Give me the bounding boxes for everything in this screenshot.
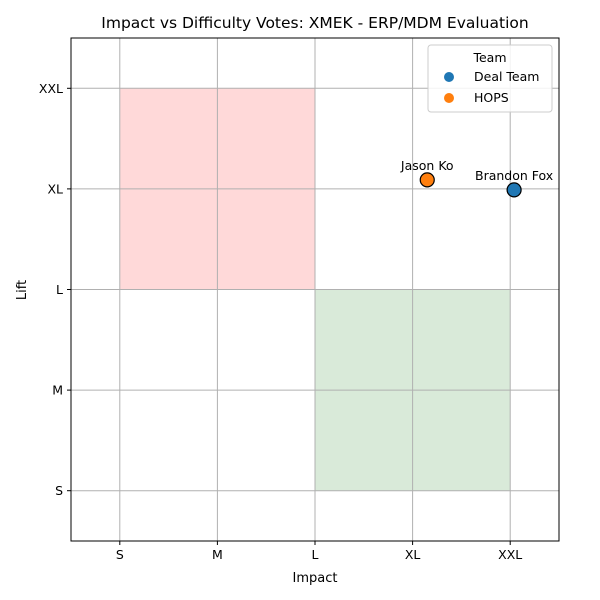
y-tick-label: M: [52, 383, 63, 398]
legend-label-hops: HOPS: [474, 90, 509, 105]
y-tick-label: S: [55, 483, 63, 498]
data-points: Jason Ko Brandon Fox: [400, 158, 553, 198]
legend: Team Deal Team HOPS: [427, 44, 553, 113]
x-tick-label: L: [312, 547, 319, 562]
legend-box: [427, 44, 553, 113]
grid-lines: [71, 38, 559, 541]
x-axis-ticks: S M L XL XXL: [116, 541, 522, 562]
x-tick-label: M: [212, 547, 223, 562]
y-axis-label: Lift: [15, 280, 30, 300]
data-point-jason-ko: [419, 172, 435, 188]
legend-title: Team: [472, 50, 506, 65]
x-tick-label: XXL: [498, 547, 522, 562]
y-axis-ticks: S M L XL XXL: [39, 81, 71, 498]
chart-title: Impact vs Difficulty Votes: XMEK - ERP/M…: [101, 14, 528, 32]
data-point-brandon-fox: [506, 182, 522, 198]
point-label-jason-ko: Jason Ko: [400, 158, 454, 173]
y-tick-label: XL: [47, 181, 63, 196]
legend-marker-deal-team: [444, 72, 454, 82]
point-label-brandon-fox: Brandon Fox: [475, 168, 553, 183]
x-tick-label: S: [116, 547, 124, 562]
y-tick-label: XXL: [39, 81, 63, 96]
x-axis-label: Impact: [293, 571, 338, 586]
y-tick-label: L: [56, 282, 63, 297]
legend-marker-hops: [444, 93, 454, 103]
x-tick-label: XL: [405, 547, 421, 562]
legend-label-deal-team: Deal Team: [474, 69, 539, 84]
